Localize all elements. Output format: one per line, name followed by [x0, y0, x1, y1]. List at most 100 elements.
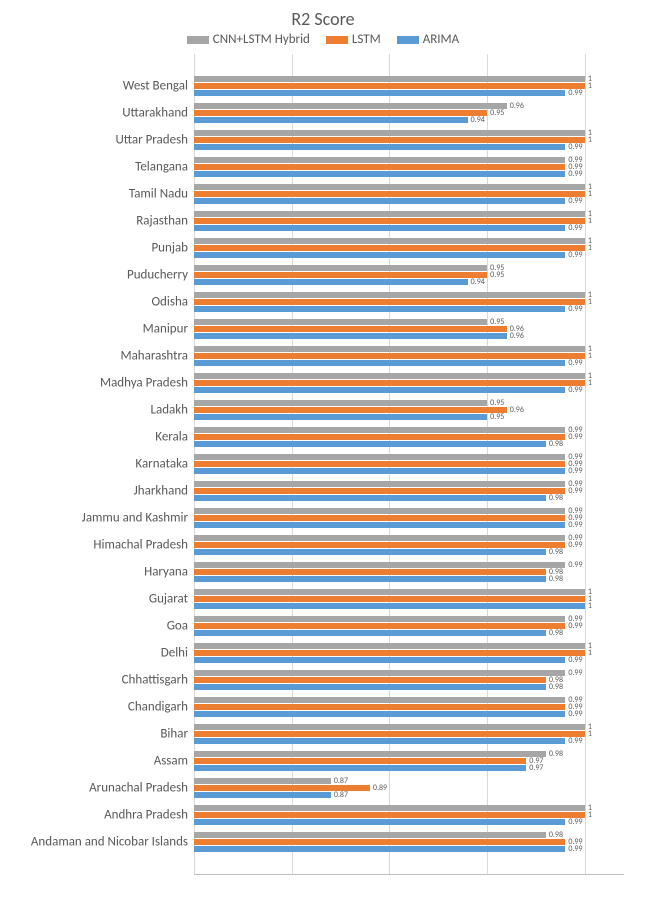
value-label: 0.99: [568, 709, 582, 719]
bar: [194, 684, 546, 690]
category-group: Jharkhand0.990.990.98: [194, 481, 624, 501]
value-label: 0.99: [568, 196, 582, 206]
category-group: Arunachal Pradesh0.870.890.87: [194, 778, 624, 798]
bar: [194, 157, 565, 163]
category-label: Puducherry: [127, 267, 194, 282]
bar: [194, 292, 585, 298]
category-label: Chhattisgarh: [122, 672, 194, 687]
bar: [194, 765, 526, 771]
value-label: 0.95: [490, 108, 504, 118]
category-group: Tamil Nadu110.99: [194, 184, 624, 204]
bar: [194, 468, 565, 474]
bar: [194, 846, 565, 852]
bar: [194, 623, 565, 629]
bar: [194, 488, 565, 494]
bar: [194, 812, 585, 818]
category-label: Uttar Pradesh: [115, 132, 194, 147]
bar: [194, 245, 585, 251]
bar: [194, 137, 585, 143]
value-label: 0.99: [568, 736, 582, 746]
category-group: Bihar110.99: [194, 724, 624, 744]
value-label: 0.99: [568, 142, 582, 152]
category-group: Maharashtra110.99: [194, 346, 624, 366]
bar: [194, 306, 565, 312]
category-group: Himachal Pradesh0.990.990.98: [194, 535, 624, 555]
category-label: Gujarat: [149, 591, 194, 606]
category-group: Andhra Pradesh110.99: [194, 805, 624, 825]
value-label: 0.99: [568, 655, 582, 665]
value-label: 0.97: [529, 763, 543, 773]
value-label: 1: [588, 378, 592, 388]
bar: [194, 225, 565, 231]
legend-swatch: [326, 36, 348, 44]
value-label: 0.99: [568, 520, 582, 530]
category-label: Maharashtra: [120, 348, 194, 363]
category-group: Kerala0.990.990.98: [194, 427, 624, 447]
category-label: Andhra Pradesh: [104, 807, 194, 822]
category-group: West Bengal110.99: [194, 76, 624, 96]
bar: [194, 130, 585, 136]
category-label: West Bengal: [123, 78, 194, 93]
bar: [194, 427, 565, 433]
bar: [194, 562, 565, 568]
value-label: 0.99: [568, 560, 582, 570]
category-label: Jammu and Kashmir: [82, 510, 194, 525]
bar: [194, 211, 585, 217]
value-label: 0.98: [549, 493, 563, 503]
value-label: 0.95: [490, 412, 504, 422]
value-label: 0.96: [510, 331, 524, 341]
bar: [194, 454, 565, 460]
bar: [194, 184, 585, 190]
bar: [194, 353, 585, 359]
bar: [194, 481, 565, 487]
category-label: Chandigarh: [128, 699, 194, 714]
category-label: Madhya Pradesh: [100, 375, 194, 390]
bar: [194, 576, 546, 582]
value-label: 0.96: [510, 405, 524, 415]
category-label: Andaman and Nicobar Islands: [31, 834, 194, 849]
category-group: Andaman and Nicobar Islands0.980.990.99: [194, 832, 624, 852]
bar: [194, 326, 507, 332]
value-label: 0.99: [568, 385, 582, 395]
value-label: 0.94: [471, 277, 485, 287]
category-label: Manipur: [143, 321, 194, 336]
value-label: 1: [588, 189, 592, 199]
category-label: Delhi: [161, 645, 194, 660]
bar: [194, 650, 585, 656]
value-label: 0.96: [510, 101, 524, 111]
bar: [194, 839, 565, 845]
value-label: 0.94: [471, 115, 485, 125]
bar: [194, 110, 487, 116]
value-label: 1: [588, 81, 592, 91]
bar: [194, 792, 331, 798]
bar: [194, 272, 487, 278]
bar: [194, 616, 565, 622]
bar: [194, 191, 585, 197]
bar: [194, 542, 565, 548]
category-group: Puducherry0.950.950.94: [194, 265, 624, 285]
category-group: Chandigarh0.990.990.99: [194, 697, 624, 717]
bar: [194, 299, 585, 305]
value-label: 0.99: [568, 486, 582, 496]
category-group: Uttarakhand0.960.950.94: [194, 103, 624, 123]
chart-legend: CNN+LSTM HybridLSTMARIMA: [14, 32, 632, 48]
bar: [194, 407, 507, 413]
value-label: 0.99: [568, 844, 582, 854]
bar: [194, 569, 546, 575]
category-label: Punjab: [151, 240, 194, 255]
bar: [194, 83, 585, 89]
category-label: Rajasthan: [136, 213, 194, 228]
value-label: 0.99: [568, 250, 582, 260]
bar: [194, 805, 585, 811]
category-label: Goa: [167, 618, 194, 633]
bar: [194, 758, 526, 764]
bar: [194, 515, 565, 521]
value-label: 0.99: [568, 432, 582, 442]
bar: [194, 495, 546, 501]
bar: [194, 360, 565, 366]
category-group: Jammu and Kashmir0.990.990.99: [194, 508, 624, 528]
bar: [194, 279, 468, 285]
bar: [194, 778, 331, 784]
bar: [194, 252, 565, 258]
bar: [194, 164, 565, 170]
